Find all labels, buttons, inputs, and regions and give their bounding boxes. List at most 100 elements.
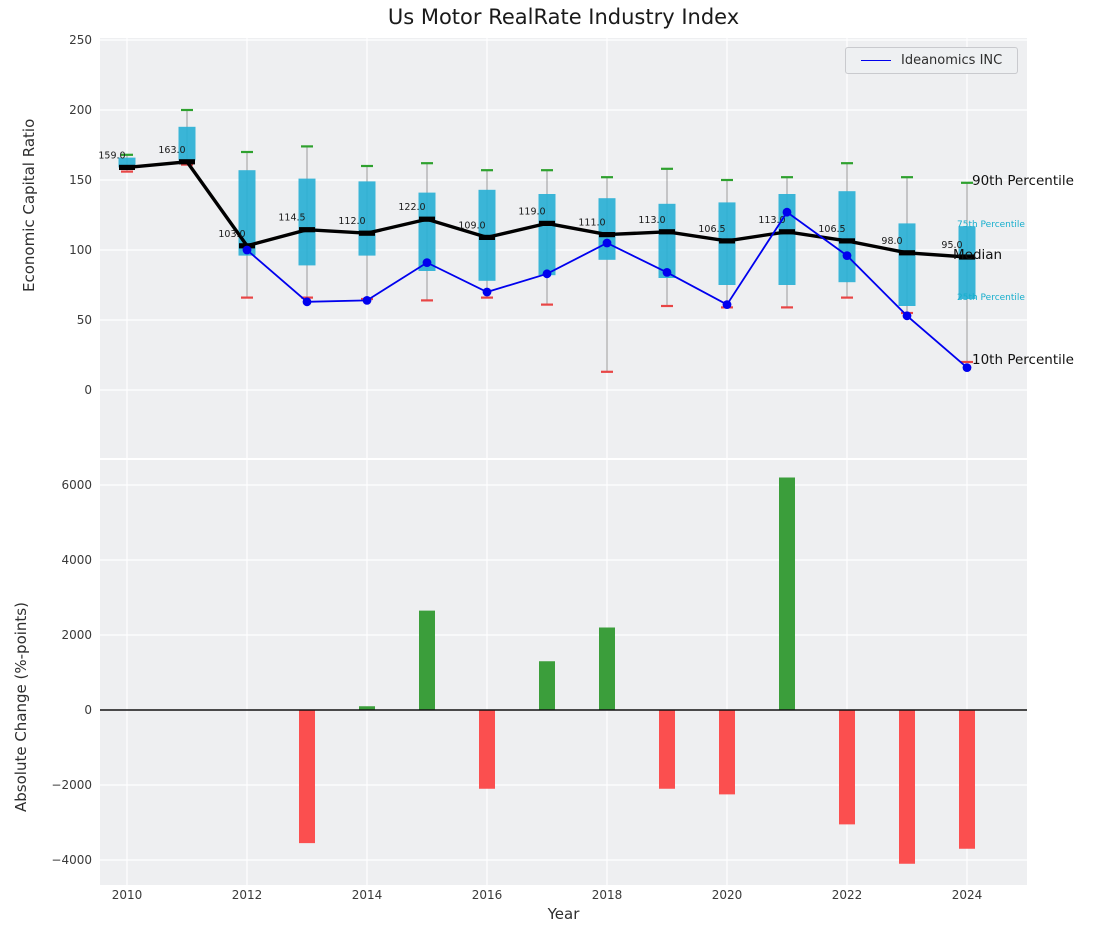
median-value-label: 111.0 bbox=[578, 218, 605, 229]
y-tick-label: −2000 bbox=[51, 778, 92, 792]
median-marker bbox=[779, 229, 795, 235]
change-bar bbox=[839, 710, 855, 825]
iqr-box bbox=[298, 178, 316, 266]
company-point bbox=[542, 269, 552, 279]
median-marker bbox=[539, 220, 555, 226]
company-point bbox=[782, 207, 792, 217]
median-marker bbox=[719, 238, 735, 244]
median-marker bbox=[179, 159, 195, 165]
median-value-label: 112.0 bbox=[338, 216, 365, 227]
median-value-label: 122.0 bbox=[398, 202, 425, 213]
median-value-label: 163.0 bbox=[158, 145, 185, 156]
median-marker bbox=[899, 250, 915, 256]
company-point bbox=[662, 268, 672, 277]
median-value-label: 119.0 bbox=[518, 206, 545, 217]
legend: Ideanomics INC bbox=[845, 47, 1019, 74]
median-value-label: 159.0 bbox=[98, 150, 125, 161]
x-tick-label: 2024 bbox=[952, 888, 983, 902]
median-marker bbox=[299, 227, 315, 233]
y-tick-label: 200 bbox=[69, 103, 92, 117]
median-marker bbox=[479, 234, 495, 240]
x-tick-label: 2018 bbox=[592, 888, 623, 902]
iqr-box bbox=[778, 194, 796, 285]
annotation-p90: 90th Percentile bbox=[972, 172, 1074, 189]
median-value-label: 95.0 bbox=[941, 240, 962, 251]
x-tick-label: 2012 bbox=[232, 888, 263, 902]
iqr-box bbox=[658, 203, 676, 278]
iqr-box bbox=[718, 202, 736, 285]
iqr-box bbox=[118, 157, 136, 168]
company-point bbox=[242, 245, 252, 255]
y-tick-label: 0 bbox=[84, 383, 92, 397]
median-value-label: 98.0 bbox=[881, 236, 902, 247]
x-tick-label: 2014 bbox=[352, 888, 383, 902]
company-point bbox=[962, 363, 972, 372]
annotation-p25: 25th Percentile bbox=[957, 293, 1025, 303]
median-value-label: 113.0 bbox=[758, 215, 785, 226]
y-tick-label: 6000 bbox=[61, 478, 92, 492]
median-marker bbox=[359, 230, 375, 236]
iqr-box bbox=[418, 192, 436, 271]
y-tick-label: 100 bbox=[69, 243, 92, 257]
iqr-box bbox=[838, 191, 856, 283]
top-y-axis-label: Economic Capital Ratio bbox=[20, 118, 38, 292]
change-bar bbox=[779, 477, 795, 710]
iqr-box bbox=[178, 126, 196, 161]
y-tick-label: 0 bbox=[84, 703, 92, 717]
median-marker bbox=[959, 254, 975, 260]
y-tick-label: −4000 bbox=[51, 853, 92, 867]
legend-series-label: Ideanomics INC bbox=[901, 53, 1003, 68]
company-point bbox=[482, 287, 492, 297]
change-bar bbox=[899, 710, 915, 864]
bottom-y-axis-label: Absolute Change (%-points) bbox=[12, 602, 30, 812]
iqr-box bbox=[238, 170, 256, 256]
change-bar bbox=[359, 706, 375, 710]
bottom-panel-background bbox=[100, 460, 1027, 885]
change-bar bbox=[719, 710, 735, 795]
x-tick-label: 2016 bbox=[472, 888, 503, 902]
iqr-box bbox=[598, 198, 616, 260]
company-point bbox=[302, 297, 312, 307]
company-point bbox=[722, 300, 732, 309]
company-point bbox=[422, 258, 432, 267]
chart-title: Us Motor RealRate Industry Index bbox=[387, 5, 740, 29]
y-tick-label: 2000 bbox=[61, 628, 92, 642]
change-bar bbox=[539, 661, 555, 710]
median-marker bbox=[419, 216, 435, 222]
x-tick-label: 2022 bbox=[832, 888, 863, 902]
y-tick-label: 50 bbox=[77, 313, 92, 327]
annotation-p75: 75th Percentile bbox=[957, 220, 1025, 231]
median-value-label: 113.0 bbox=[638, 215, 665, 226]
median-value-label: 109.0 bbox=[458, 220, 485, 231]
company-point bbox=[362, 296, 372, 305]
change-bar bbox=[659, 710, 675, 789]
legend-line-sample bbox=[861, 60, 891, 61]
median-marker bbox=[659, 229, 675, 235]
median-value-label: 114.5 bbox=[278, 213, 305, 224]
iqr-box bbox=[898, 223, 916, 306]
y-tick-label: 250 bbox=[69, 33, 92, 47]
company-point bbox=[602, 238, 612, 248]
x-tick-label: 2010 bbox=[112, 888, 143, 902]
median-marker bbox=[119, 164, 135, 170]
change-bar bbox=[599, 627, 615, 710]
annotation-p10: 10th Percentile bbox=[972, 352, 1074, 368]
iqr-box bbox=[538, 194, 556, 276]
company-point bbox=[842, 251, 852, 260]
median-value-label: 106.5 bbox=[818, 224, 845, 235]
annotation-median: Median bbox=[953, 247, 1003, 263]
y-tick-label: 150 bbox=[69, 173, 92, 187]
company-point bbox=[902, 311, 912, 321]
change-bar bbox=[479, 710, 495, 789]
median-marker bbox=[599, 232, 615, 238]
x-axis-label: Year bbox=[547, 905, 580, 923]
iqr-box bbox=[358, 181, 376, 256]
median-marker bbox=[839, 238, 855, 244]
median-value-label: 106.5 bbox=[698, 224, 725, 235]
change-bar bbox=[419, 610, 435, 710]
change-bar bbox=[299, 710, 315, 844]
median-value-label: 103.0 bbox=[218, 229, 245, 240]
x-tick-label: 2020 bbox=[712, 888, 743, 902]
